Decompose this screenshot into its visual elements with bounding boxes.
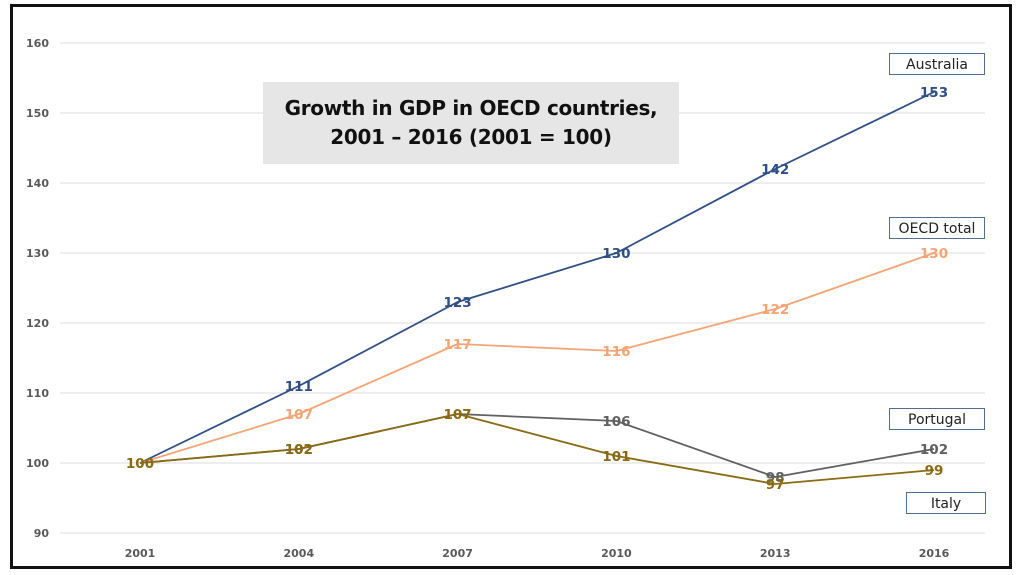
data-label-italy: 99 xyxy=(925,463,944,479)
x-tick-label: 2016 xyxy=(919,547,950,560)
series-line-portugal xyxy=(139,413,935,478)
data-labels: 111 123 130 142 153 107 117 116 122 130 102 106 98 10… xyxy=(126,85,948,493)
y-tick-label: 120 xyxy=(26,317,49,330)
chart-title: Growth in GDP in OECD countries, xyxy=(284,96,658,120)
y-tick-label: 140 xyxy=(26,177,49,190)
y-tick-label: 90 xyxy=(34,527,50,540)
data-label-oecd-total: 107 xyxy=(285,407,313,423)
chart-subtitle: 2001 – 2016 (2001 = 100) xyxy=(330,125,612,149)
gridlines xyxy=(60,42,985,534)
data-label-italy: 107 xyxy=(444,407,472,423)
data-label-australia: 130 xyxy=(602,246,630,262)
chart-title-box: Growth in GDP in OECD countries, 2001 – … xyxy=(263,82,679,164)
data-label-portugal: 102 xyxy=(920,442,948,458)
data-label-australia: 153 xyxy=(920,85,948,101)
y-tick-label: 130 xyxy=(26,247,49,260)
line-chart: 90 100 110 120 130 140 150 160 2001 2004 2007 2010… xyxy=(26,37,985,560)
data-label-italy: 97 xyxy=(766,477,785,493)
data-label-italy: 100 xyxy=(126,456,154,472)
legend-label-italy: Italy xyxy=(906,492,986,514)
data-label-oecd-total: 116 xyxy=(602,344,630,360)
data-label-oecd-total: 130 xyxy=(920,246,948,262)
data-label-portugal: 102 xyxy=(285,442,313,458)
y-tick-label: 150 xyxy=(26,107,49,120)
chart-frame: 90 100 110 120 130 140 150 160 2001 2004 2007 2010… xyxy=(10,4,1012,569)
data-label-australia: 111 xyxy=(285,379,313,395)
x-tick-label: 2001 xyxy=(125,547,156,560)
legend-label-portugal: Portugal xyxy=(889,408,985,430)
x-tick-label: 2013 xyxy=(760,547,791,560)
data-label-italy: 102 xyxy=(285,442,313,458)
series-line-australia xyxy=(139,91,935,464)
y-axis-ticks: 90 100 110 120 130 140 150 160 xyxy=(26,37,49,540)
data-label-portugal: 98 xyxy=(766,470,785,486)
data-label-oecd-total: 122 xyxy=(761,302,789,318)
series-line-italy xyxy=(139,413,935,485)
data-label-australia: 142 xyxy=(761,162,789,178)
x-tick-label: 2010 xyxy=(601,547,632,560)
x-tick-label: 2004 xyxy=(283,547,314,560)
series-line-oecd-total xyxy=(139,252,935,464)
legend-label-australia: Australia xyxy=(889,53,985,75)
data-label-italy: 101 xyxy=(602,449,630,465)
data-label-portugal: 106 xyxy=(602,414,630,430)
y-tick-label: 100 xyxy=(26,457,49,470)
y-tick-label: 160 xyxy=(26,37,49,50)
legend-label-oecd-total: OECD total xyxy=(889,217,985,239)
data-label-oecd-total: 117 xyxy=(444,337,472,353)
data-label-australia: 123 xyxy=(444,295,472,311)
x-tick-label: 2007 xyxy=(442,547,473,560)
y-tick-label: 110 xyxy=(26,387,49,400)
series-lines xyxy=(139,91,935,485)
x-axis-ticks: 2001 2004 2007 2010 2013 2016 xyxy=(125,547,950,560)
